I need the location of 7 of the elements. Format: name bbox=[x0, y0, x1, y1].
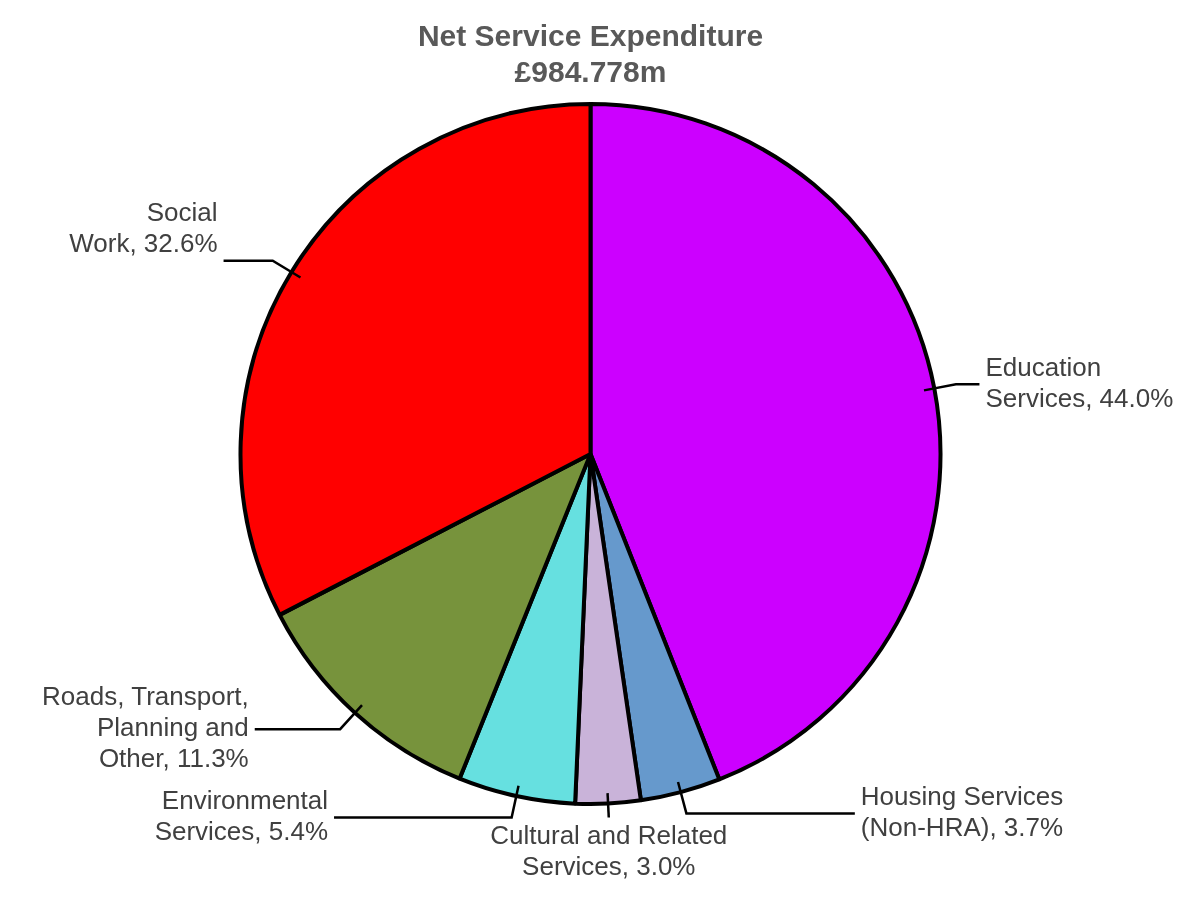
slice-label: Social Work, 32.6% bbox=[69, 197, 218, 259]
slice-label: Education Services, 44.0% bbox=[985, 351, 1174, 413]
slice-label: Roads, Transport, Planning and Other, 11.3% bbox=[42, 681, 249, 774]
chart-title: Net Service Expenditure £984.778m bbox=[417, 19, 764, 89]
slice-label: Environmental Services, 5.4% bbox=[154, 785, 329, 847]
slice-label: Cultural and Related Services, 3.0% bbox=[490, 819, 728, 881]
slice-label: Housing Services (Non-HRA), 3.7% bbox=[860, 781, 1064, 843]
